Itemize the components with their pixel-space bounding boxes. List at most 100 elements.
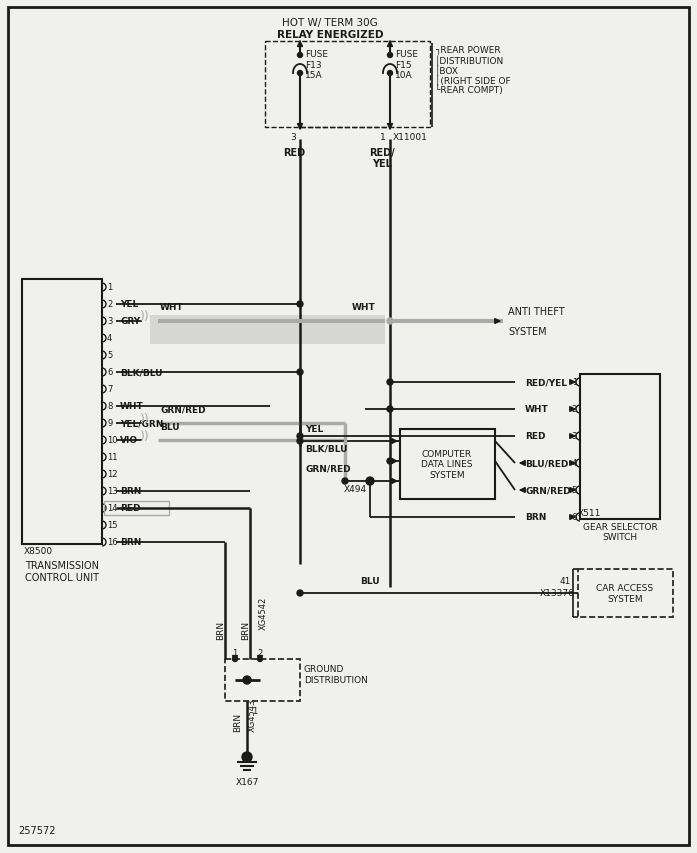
Text: 2: 2 xyxy=(572,405,577,414)
Text: 7: 7 xyxy=(107,385,112,394)
Text: 14: 14 xyxy=(107,504,118,513)
Circle shape xyxy=(297,433,303,439)
Bar xyxy=(104,502,169,515)
Text: WHT: WHT xyxy=(120,402,144,411)
Bar xyxy=(265,42,430,128)
Text: 3: 3 xyxy=(290,133,296,142)
Text: GRN/RED: GRN/RED xyxy=(160,405,206,415)
Text: 2: 2 xyxy=(257,648,263,657)
Text: 16: 16 xyxy=(107,538,118,547)
Text: 257572: 257572 xyxy=(18,825,56,835)
Circle shape xyxy=(257,657,263,662)
Text: ANTI THEFT: ANTI THEFT xyxy=(508,306,565,316)
Text: DISTRIBUTION: DISTRIBUTION xyxy=(304,676,368,684)
Text: SYSTEM: SYSTEM xyxy=(508,327,546,337)
Circle shape xyxy=(298,54,302,59)
Circle shape xyxy=(242,752,252,762)
Text: BRN: BRN xyxy=(241,620,250,639)
Text: 8: 8 xyxy=(107,402,112,411)
Text: GRN/RED: GRN/RED xyxy=(525,486,571,495)
Text: X11001: X11001 xyxy=(393,133,428,142)
Text: YEL: YEL xyxy=(305,425,323,433)
Text: 5: 5 xyxy=(572,486,577,495)
Text: GRN/RED: GRN/RED xyxy=(305,464,351,473)
Circle shape xyxy=(298,72,302,77)
Text: RED: RED xyxy=(525,432,546,441)
Text: F13: F13 xyxy=(305,61,321,70)
Text: 4: 4 xyxy=(107,334,112,343)
Text: TRANSMISSION
CONTROL UNIT: TRANSMISSION CONTROL UNIT xyxy=(25,560,99,582)
Text: BLK/BLU: BLK/BLU xyxy=(120,368,162,377)
Text: XG4542: XG4542 xyxy=(259,596,268,630)
Text: GROUND: GROUND xyxy=(304,664,344,673)
Text: BLU: BLU xyxy=(360,577,380,585)
Text: 6: 6 xyxy=(107,368,112,377)
Text: X511: X511 xyxy=(578,508,602,518)
Text: 13: 13 xyxy=(107,487,118,496)
Text: │DISTRIBUTION: │DISTRIBUTION xyxy=(435,55,504,66)
Text: BLK/BLU: BLK/BLU xyxy=(305,444,348,454)
Text: VIO: VIO xyxy=(120,436,138,445)
Text: 1: 1 xyxy=(107,283,112,293)
Circle shape xyxy=(388,72,392,77)
Circle shape xyxy=(387,458,393,464)
Text: XG4543: XG4543 xyxy=(247,698,256,731)
Text: X13376: X13376 xyxy=(540,589,575,598)
Text: )): )) xyxy=(140,413,150,426)
Text: RED/: RED/ xyxy=(369,148,395,158)
Text: 15A: 15A xyxy=(305,71,323,80)
Bar xyxy=(400,430,495,499)
Text: X494: X494 xyxy=(344,485,367,493)
Bar xyxy=(22,280,102,544)
Text: YEL: YEL xyxy=(120,300,138,309)
Circle shape xyxy=(387,319,393,325)
Bar xyxy=(225,659,300,701)
Text: 9: 9 xyxy=(107,419,112,428)
Text: WHT: WHT xyxy=(160,303,184,311)
Text: 2: 2 xyxy=(107,300,112,309)
Circle shape xyxy=(243,676,251,684)
Text: │(RIGHT SIDE OF: │(RIGHT SIDE OF xyxy=(435,75,511,85)
Bar xyxy=(580,374,660,519)
Text: 10A: 10A xyxy=(395,71,413,80)
Circle shape xyxy=(387,380,393,386)
Text: 10: 10 xyxy=(107,436,118,445)
Text: BLU/RED: BLU/RED xyxy=(525,459,568,468)
Text: 1: 1 xyxy=(381,133,386,142)
Text: 1: 1 xyxy=(252,706,257,715)
Text: 1: 1 xyxy=(572,378,577,387)
Text: BRN: BRN xyxy=(525,513,546,522)
Text: X167: X167 xyxy=(236,777,259,786)
Text: HOT W/ TERM 30G: HOT W/ TERM 30G xyxy=(282,18,378,28)
Text: 11: 11 xyxy=(107,453,118,462)
Circle shape xyxy=(387,407,393,413)
Text: CAR ACCESS
SYSTEM: CAR ACCESS SYSTEM xyxy=(597,583,654,603)
Text: RED: RED xyxy=(283,148,305,158)
Text: RED: RED xyxy=(120,504,141,513)
Text: │BOX: │BOX xyxy=(435,65,459,76)
Text: ┐REAR POWER: ┐REAR POWER xyxy=(435,45,500,54)
Text: FUSE: FUSE xyxy=(395,50,418,59)
Text: GRY: GRY xyxy=(120,317,140,326)
Circle shape xyxy=(342,479,348,485)
Text: BRN: BRN xyxy=(217,620,226,639)
Circle shape xyxy=(233,657,238,662)
Text: )): )) xyxy=(140,430,150,443)
Text: FUSE: FUSE xyxy=(305,50,328,59)
Text: 3: 3 xyxy=(572,432,577,441)
Text: WHT: WHT xyxy=(525,405,549,414)
Text: 1: 1 xyxy=(232,648,238,657)
Text: RELAY ENERGIZED: RELAY ENERGIZED xyxy=(277,30,383,40)
Circle shape xyxy=(297,438,303,444)
Text: YEL/GRN: YEL/GRN xyxy=(120,419,163,428)
Text: BRN: BRN xyxy=(120,538,141,547)
Bar xyxy=(578,569,673,618)
Text: 3: 3 xyxy=(107,317,112,326)
Text: 41: 41 xyxy=(560,577,572,585)
Text: RED/YEL: RED/YEL xyxy=(525,378,567,387)
Text: F15: F15 xyxy=(395,61,412,70)
Text: 15: 15 xyxy=(107,521,118,530)
Text: COMPUTER
DATA LINES
SYSTEM: COMPUTER DATA LINES SYSTEM xyxy=(421,450,473,479)
Circle shape xyxy=(297,369,303,375)
Text: 4: 4 xyxy=(572,459,577,468)
